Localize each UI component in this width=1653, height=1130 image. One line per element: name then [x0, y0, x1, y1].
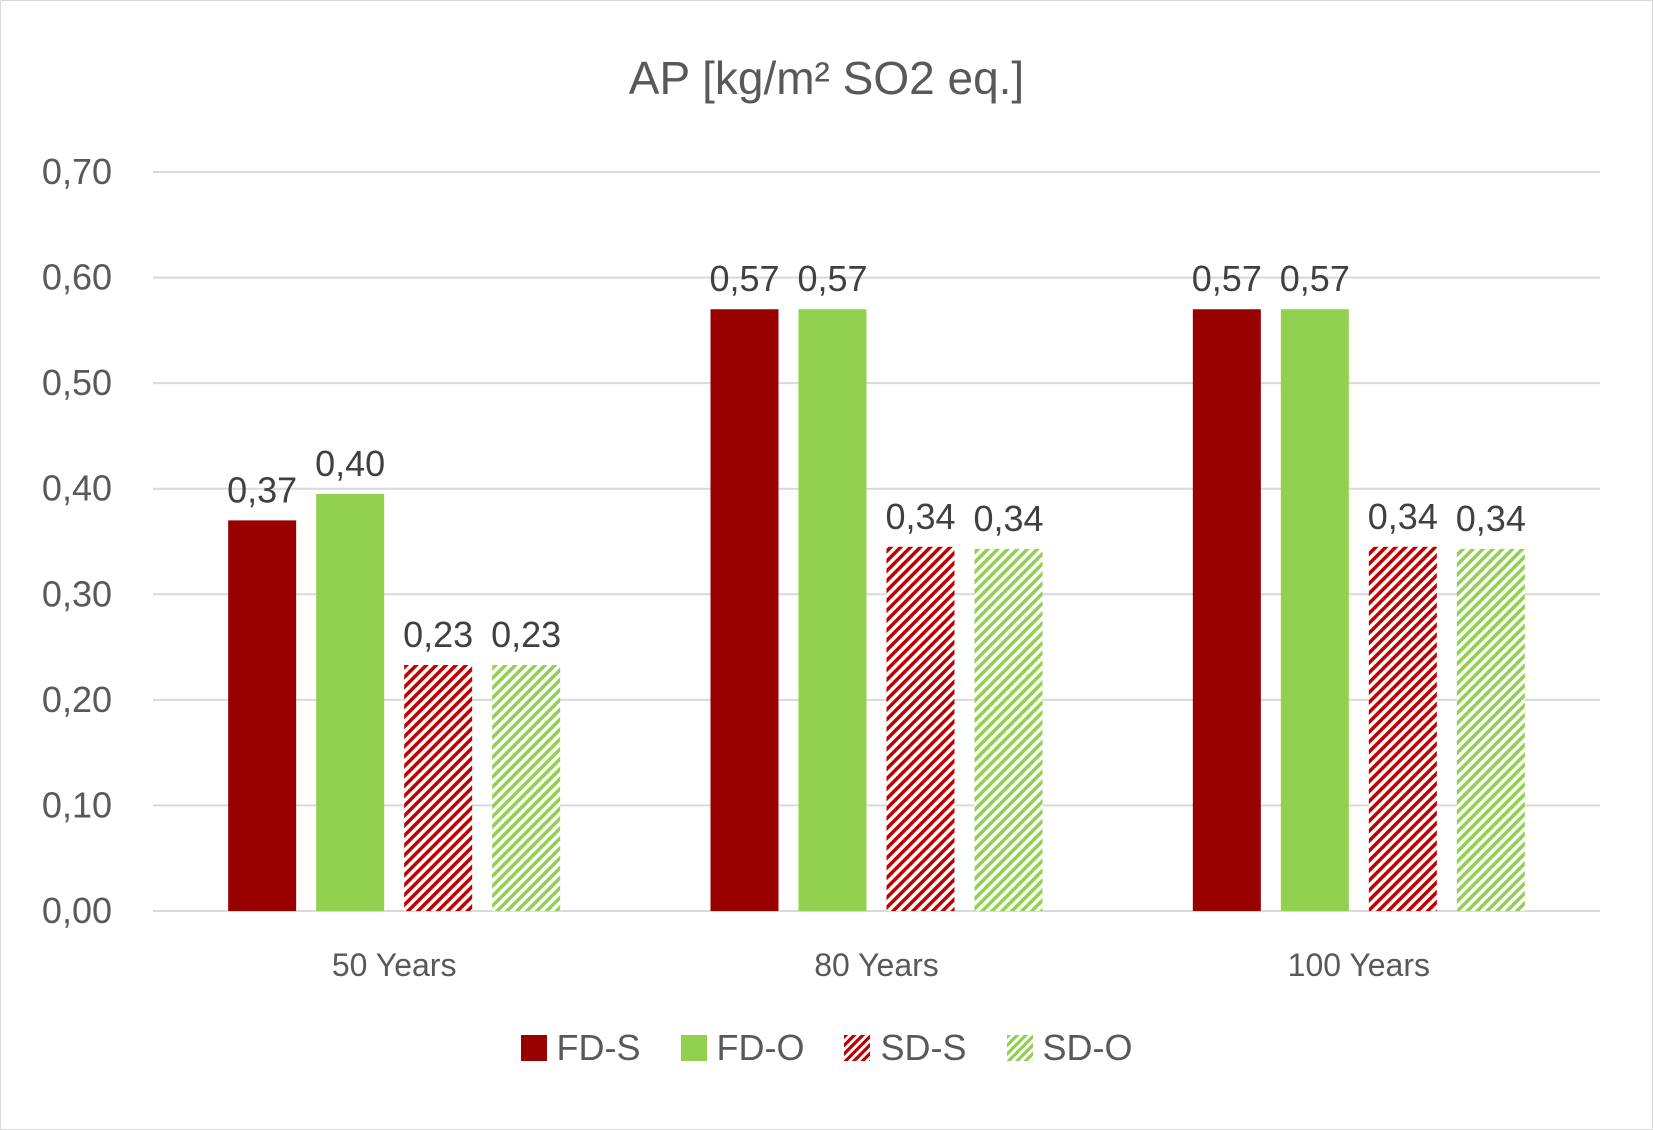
data-label: 0,57: [1280, 258, 1350, 299]
bar-fd-o-2: [798, 309, 867, 911]
chart-title: AP [kg/m² SO2 eq.]: [628, 52, 1025, 104]
y-axis-tick-labels: 0,00 0,10 0,20 0,30 0,40 0,50 0,60 0,70: [42, 151, 112, 931]
data-label: 0,57: [709, 258, 779, 299]
legend-label-fd-s: FD-S: [556, 1027, 641, 1068]
x-tick-label: 100 Years: [1288, 947, 1430, 983]
data-label: 0,57: [1192, 258, 1262, 299]
bar-fd-s-1: [228, 520, 297, 911]
x-tick-label: 80 Years: [814, 947, 939, 983]
legend-label-sd-o: SD-O: [1042, 1027, 1133, 1068]
data-label: 0,34: [973, 498, 1043, 539]
x-axis-tick-labels: 50 Years 80 Years 100 Years: [332, 947, 1430, 983]
bar-sd-s-2: [886, 546, 955, 911]
data-label: 0,57: [797, 258, 867, 299]
data-label: 0,23: [491, 614, 561, 655]
y-tick-label: 0,50: [42, 362, 112, 403]
bar-fd-s-2: [710, 309, 779, 911]
y-tick-label: 0,40: [42, 468, 112, 509]
legend-item-fd-s: FD-S: [520, 1027, 641, 1068]
y-tick-label: 0,10: [42, 784, 112, 825]
bar-sd-s-1: [404, 665, 473, 911]
legend-swatch-fd-s: [520, 1035, 547, 1061]
data-label: 0,37: [227, 469, 297, 510]
data-label: 0,23: [403, 614, 473, 655]
legend-item-sd-o: SD-O: [1006, 1027, 1133, 1068]
data-labels: 0,37 0,40 0,23 0,23 0,57 0,57 0,34 0,34 0,57 0,57…: [227, 258, 1526, 655]
data-label: 0,34: [885, 496, 955, 537]
y-tick-label: 0,70: [42, 151, 112, 192]
data-label: 0,34: [1368, 496, 1438, 537]
y-tick-label: 0,30: [42, 573, 112, 614]
legend-item-fd-o: FD-O: [680, 1027, 805, 1068]
x-tick-label: 50 Years: [332, 947, 457, 983]
bar-sd-o-2: [974, 548, 1043, 911]
y-tick-label: 0,00: [42, 890, 112, 931]
legend-swatch-sd-s: [844, 1035, 871, 1061]
bar-fd-o-1: [316, 493, 385, 911]
legend-label-sd-s: SD-S: [880, 1027, 967, 1068]
bar-sd-o-3: [1456, 548, 1525, 911]
y-tick-label: 0,60: [42, 257, 112, 298]
legend: FD-S FD-O SD-S SD-O: [0, 1028, 1653, 1068]
legend-label-fd-o: FD-O: [716, 1027, 805, 1068]
data-label: 0,34: [1456, 498, 1526, 539]
gridlines: [153, 171, 1600, 912]
legend-swatch-fd-o: [680, 1035, 707, 1061]
legend-item-sd-s: SD-S: [844, 1027, 967, 1068]
y-tick-label: 0,20: [42, 679, 112, 720]
bar-sd-o-1: [492, 665, 561, 911]
bars: [228, 309, 1525, 911]
bar-sd-s-3: [1368, 546, 1437, 911]
bar-fd-s-3: [1192, 309, 1261, 911]
legend-swatch-sd-o: [1006, 1035, 1033, 1061]
data-label: 0,40: [315, 443, 385, 484]
bar-fd-o-3: [1280, 309, 1349, 911]
